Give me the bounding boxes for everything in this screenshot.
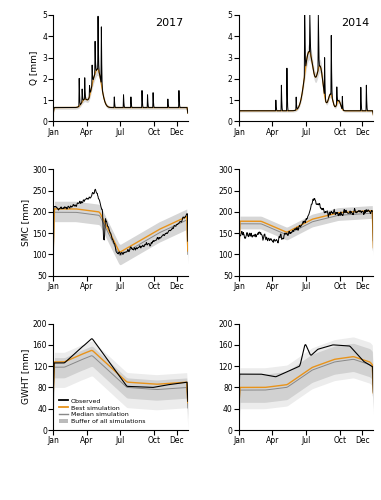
Legend: Observed, Best simulation, Median simulation, Buffer of all simulations: Observed, Best simulation, Median simula… <box>56 396 148 427</box>
Text: 2014: 2014 <box>341 18 369 28</box>
Y-axis label: Q [mm]: Q [mm] <box>30 51 40 86</box>
Y-axis label: SMC [mm]: SMC [mm] <box>21 199 30 246</box>
Y-axis label: GWHT [mm]: GWHT [mm] <box>21 349 30 405</box>
Text: 2017: 2017 <box>155 18 184 28</box>
